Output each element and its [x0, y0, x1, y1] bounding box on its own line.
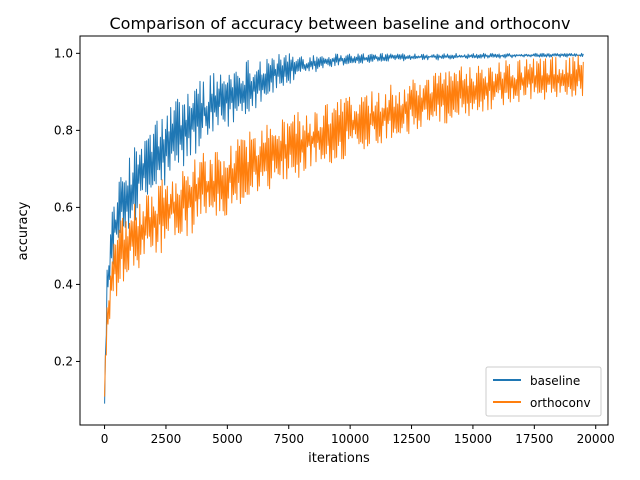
series-layer: [104, 52, 584, 404]
legend-label-orthoconv: orthoconv: [530, 396, 591, 410]
x-tick-label: 12500: [392, 432, 430, 446]
x-tick-label: 0: [101, 432, 109, 446]
x-tick-label: 2500: [151, 432, 182, 446]
plot-frame: [79, 35, 609, 426]
y-tick-label: 0.2: [54, 354, 73, 368]
x-axis: 0 2500 5000 7500 10000 12500 15000 17500 20000: [101, 425, 615, 446]
legend-label-baseline: baseline: [530, 374, 580, 388]
x-tick-label: 20000: [577, 432, 615, 446]
x-tick-label: 5000: [212, 432, 243, 446]
series-line-baseline: [104, 52, 584, 404]
legend: baseline orthoconv: [485, 366, 602, 417]
y-axis-label: accuracy: [16, 201, 31, 260]
y-tick-label: 1.0: [54, 46, 73, 60]
y-axis: 0.2 0.4 0.6 0.8 1.0: [54, 46, 80, 368]
y-tick-label: 0.8: [54, 123, 73, 137]
x-tick-label: 10000: [331, 432, 369, 446]
y-tick-label: 0.4: [54, 277, 73, 291]
chart-title: Comparison of accuracy between baseline …: [110, 14, 571, 33]
y-tick-label: 0.6: [54, 200, 73, 214]
x-axis-label: iterations: [308, 451, 370, 466]
x-tick-label: 7500: [273, 432, 304, 446]
series-line-orthoconv: [104, 55, 584, 397]
x-tick-label: 17500: [515, 432, 553, 446]
x-tick-label: 15000: [454, 432, 492, 446]
